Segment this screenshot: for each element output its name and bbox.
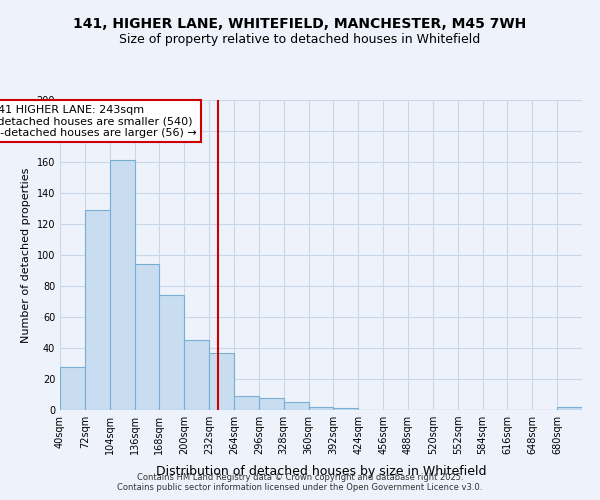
Bar bbox=[60, 366, 85, 410]
Text: 141, HIGHER LANE, WHITEFIELD, MANCHESTER, M45 7WH: 141, HIGHER LANE, WHITEFIELD, MANCHESTER… bbox=[73, 18, 527, 32]
Bar bbox=[234, 396, 259, 410]
Bar bbox=[85, 210, 110, 410]
Bar bbox=[134, 264, 160, 410]
Bar bbox=[160, 296, 184, 410]
Text: Contains HM Land Registry data © Crown copyright and database right 2025.
Contai: Contains HM Land Registry data © Crown c… bbox=[118, 473, 482, 492]
Bar bbox=[110, 160, 134, 410]
Bar bbox=[557, 407, 582, 410]
X-axis label: Distribution of detached houses by size in Whitefield: Distribution of detached houses by size … bbox=[156, 466, 486, 478]
Bar bbox=[334, 408, 358, 410]
Text: 141 HIGHER LANE: 243sqm
← 91% of detached houses are smaller (540)
9% of semi-de: 141 HIGHER LANE: 243sqm ← 91% of detache… bbox=[0, 104, 197, 138]
Bar bbox=[308, 407, 334, 410]
Y-axis label: Number of detached properties: Number of detached properties bbox=[21, 168, 31, 342]
Bar bbox=[209, 352, 234, 410]
Bar bbox=[284, 402, 308, 410]
Bar bbox=[184, 340, 209, 410]
Bar bbox=[259, 398, 284, 410]
Text: Size of property relative to detached houses in Whitefield: Size of property relative to detached ho… bbox=[119, 32, 481, 46]
